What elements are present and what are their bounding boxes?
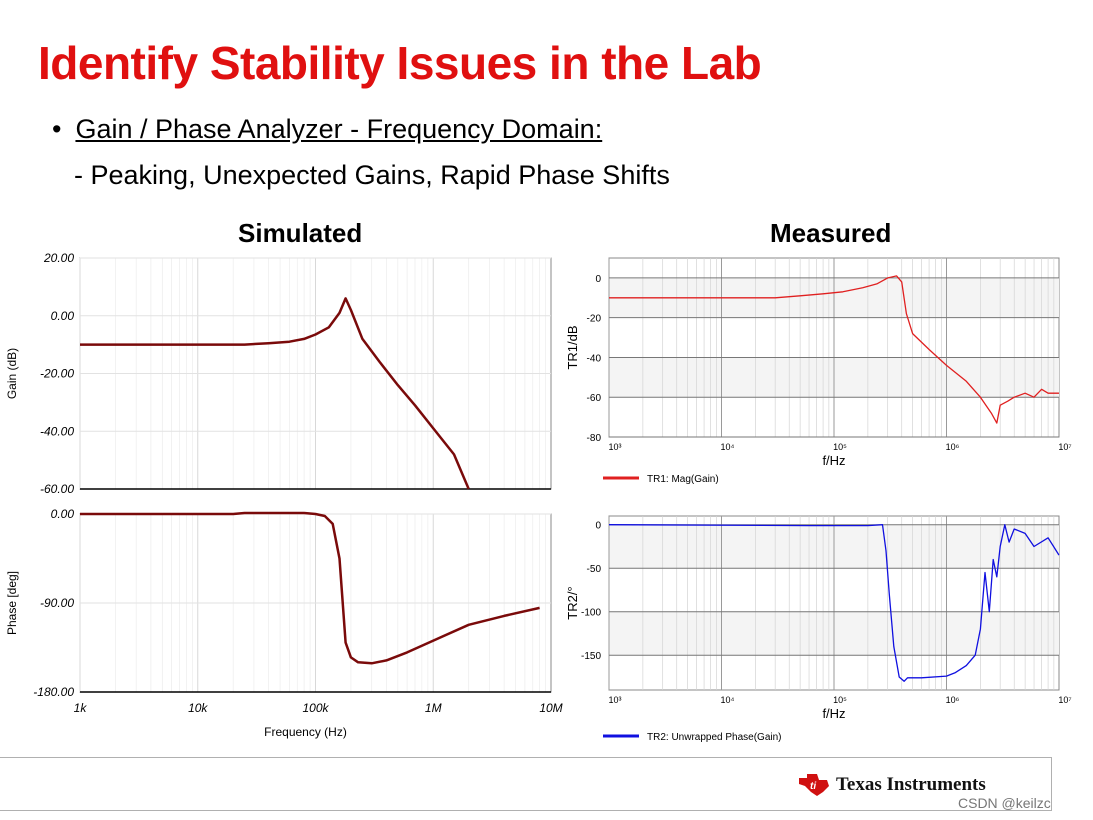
- sim-gain-series-line: [80, 297, 470, 490]
- x-tick-label: 10k: [188, 701, 208, 715]
- bullet-text: Gain / Phase Analyzer - Frequency Domain…: [75, 114, 603, 144]
- x-tick-label: 10⁵: [833, 695, 847, 705]
- y-tick-label: 20.00: [43, 251, 74, 265]
- y-axis-label: Phase [deg]: [5, 571, 19, 635]
- x-tick-label: 10³: [608, 442, 621, 452]
- y-tick-label: 0.00: [51, 309, 75, 323]
- simulated-heading: Simulated: [238, 218, 363, 248]
- x-axis-label: f/Hz: [822, 453, 845, 468]
- y-tick-label: -50: [587, 564, 602, 575]
- x-tick-label: 10⁷: [1058, 695, 1071, 705]
- y-tick-label: 0.00: [51, 507, 75, 521]
- x-tick-label: 10⁵: [833, 442, 847, 452]
- x-tick-label: 10⁶: [946, 695, 960, 705]
- slide-title: Identify Stability Issues in the Lab: [38, 37, 762, 89]
- sim-phase-series-line: [80, 511, 540, 665]
- y-tick-label: -20: [587, 314, 602, 325]
- x-tick-label: 10⁴: [721, 695, 735, 705]
- footer-box: [0, 757, 1052, 811]
- x-tick-label: 10³: [608, 695, 621, 705]
- meas-phase-series-line: [608, 524, 1060, 682]
- y-axis-label: TR2/°: [565, 586, 580, 619]
- y-axis-label: TR1/dB: [565, 325, 580, 369]
- y-tick-label: -20.00: [40, 367, 74, 381]
- x-tick-label: 100k: [302, 701, 329, 715]
- y-tick-label: -60: [587, 393, 602, 404]
- watermark-text: CSDN @keilzc: [958, 795, 1051, 811]
- y-tick-label: -90.00: [40, 596, 74, 610]
- y-tick-label: -100: [581, 608, 601, 619]
- y-tick-label: 0: [595, 274, 601, 285]
- x-tick-label: 10⁶: [946, 442, 960, 452]
- charts-canvas: 20.00 0.00 -20.00 -40.00 -60.00 Gain (dB) 0.00…: [5, 251, 1072, 743]
- y-tick-label: -40: [587, 353, 602, 364]
- y-tick-label: -80: [587, 433, 602, 444]
- x-tick-label: 10⁴: [721, 442, 735, 452]
- bullet-item: • Gain / Phase Analyzer - Frequency Domai…: [52, 114, 602, 145]
- brand-name: Texas Instruments: [836, 774, 986, 795]
- x-tick-label: 10⁷: [1058, 442, 1071, 452]
- y-tick-label: -150: [581, 651, 601, 662]
- meas-gain-series-line: [609, 275, 1059, 424]
- sub-bullet-text: - Peaking, Unexpected Gains, Rapid Phase…: [74, 160, 670, 190]
- y-tick-label: 0: [595, 521, 601, 532]
- y-tick-label: -60.00: [40, 482, 74, 496]
- measured-heading: Measured: [770, 218, 892, 248]
- bullet-dot: •: [52, 114, 62, 144]
- x-axis-label: Frequency (Hz): [264, 725, 347, 739]
- x-tick-label: 1M: [425, 701, 442, 715]
- y-tick-label: -40.00: [40, 424, 74, 438]
- y-axis-label: Gain (dB): [5, 348, 19, 399]
- legend-label: TR1: Mag(Gain): [647, 474, 719, 485]
- texas-instruments-logo-icon: ti: [799, 774, 829, 796]
- x-axis-label: f/Hz: [822, 706, 845, 721]
- svg-text:ti: ti: [810, 781, 816, 792]
- y-tick-label: -180.00: [33, 685, 74, 699]
- x-tick-label: 10M: [539, 701, 562, 715]
- x-tick-label: 1k: [74, 701, 88, 715]
- legend-label: TR2: Unwrapped Phase(Gain): [647, 732, 782, 743]
